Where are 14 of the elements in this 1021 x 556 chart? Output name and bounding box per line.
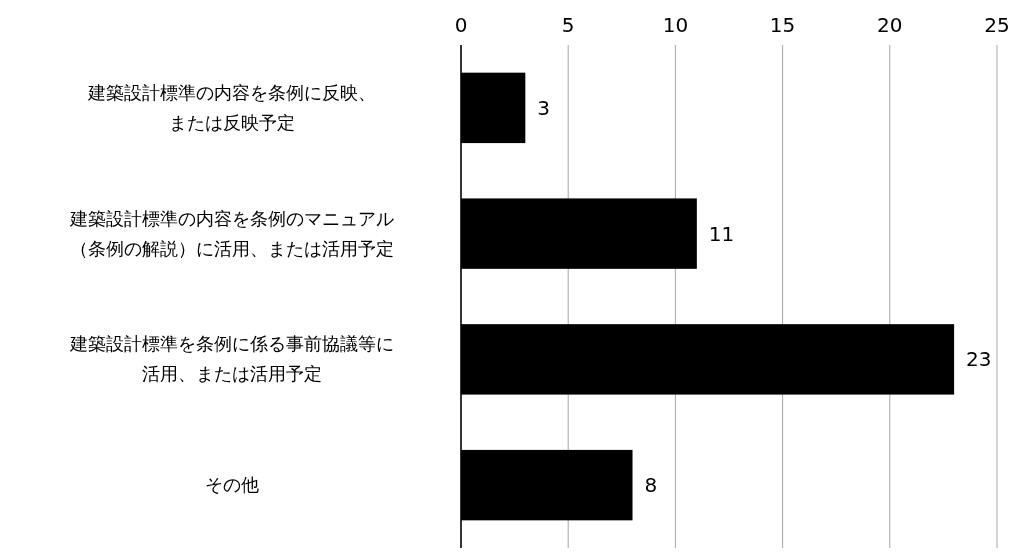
y-tick-label: 建築設計標準の内容を条例のマニュアル（条例の解説）に活用、または活用予定 (69, 207, 394, 259)
x-tick-label: 5 (561, 13, 575, 37)
y-tick-label: その他 (205, 474, 259, 496)
x-tick-label: 15 (769, 13, 796, 37)
y-tick-label: 建築設計標準の内容を条例に反映、または反映予定 (87, 81, 376, 133)
x-tick-label: 0 (454, 13, 468, 37)
y-tick-label: 建築設計標準を条例に係る事前協議等に活用、または活用予定 (69, 333, 394, 385)
data-label: 3 (537, 95, 551, 120)
x-tick-label: 20 (877, 13, 903, 37)
data-label: 11 (708, 221, 735, 246)
x-tick-label: 10 (662, 13, 689, 37)
data-label: 23 (966, 347, 992, 372)
data-label: 8 (644, 473, 658, 498)
x-tick-label: 25 (984, 13, 1010, 37)
